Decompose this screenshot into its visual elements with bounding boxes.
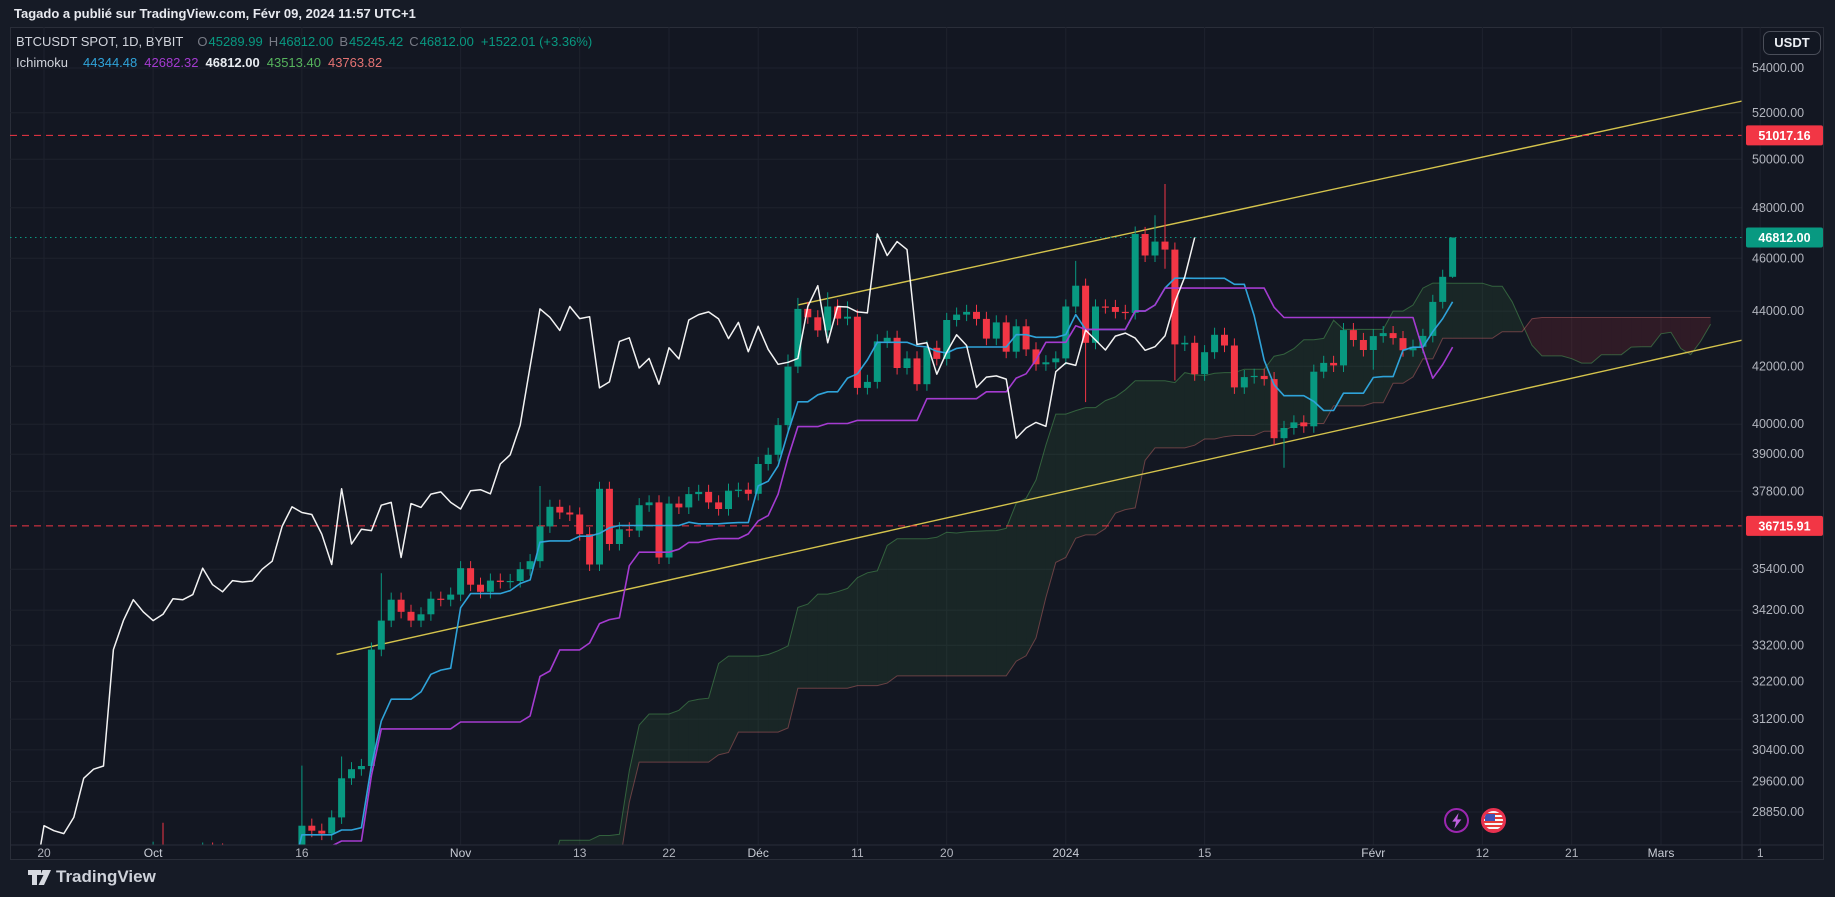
svg-text:50000.00: 50000.00 (1752, 152, 1804, 166)
lightning-event-icon[interactable] (1444, 808, 1469, 833)
svg-text:33200.00: 33200.00 (1752, 638, 1804, 652)
svg-text:35400.00: 35400.00 (1752, 562, 1804, 576)
svg-text:28850.00: 28850.00 (1752, 805, 1804, 819)
svg-text:32200.00: 32200.00 (1752, 675, 1804, 689)
svg-text:13: 13 (573, 846, 587, 860)
svg-text:15: 15 (1198, 846, 1212, 860)
time-scale[interactable] (10, 846, 1742, 860)
price-scale[interactable] (1753, 60, 1833, 845)
svg-text:21: 21 (1565, 846, 1579, 860)
close-value: 46812.00 (419, 34, 474, 49)
senkou-b-value: 43763.82 (327, 55, 383, 70)
svg-text:Oct: Oct (144, 846, 163, 860)
svg-text:46000.00: 46000.00 (1752, 251, 1804, 265)
svg-text:52000.00: 52000.00 (1752, 106, 1804, 120)
svg-text:39000.00: 39000.00 (1752, 447, 1804, 461)
publish-banner: Tagado a publié sur TradingView.com, Fév… (14, 3, 416, 25)
svg-text:11: 11 (851, 846, 864, 860)
svg-text:16: 16 (295, 846, 309, 860)
low-value: 45245.42 (349, 34, 404, 49)
symbol-title[interactable]: BTCUSDT SPOT, 1D, BYBIT (16, 34, 184, 49)
svg-text:31200.00: 31200.00 (1752, 712, 1804, 726)
tradingview-brand-text[interactable]: TradingView (56, 867, 156, 886)
chikou-value: 46812.00 (205, 55, 260, 70)
close-label: C (409, 34, 419, 49)
svg-text:22: 22 (662, 846, 676, 860)
svg-text:Nov: Nov (450, 846, 471, 860)
svg-text:48000.00: 48000.00 (1752, 201, 1804, 215)
svg-text:36715.91: 36715.91 (1758, 519, 1810, 533)
svg-text:Déc: Déc (748, 846, 769, 860)
svg-text:12: 12 (1476, 846, 1490, 860)
svg-text:42000.00: 42000.00 (1752, 359, 1804, 373)
kijun-value: 42682.32 (144, 55, 199, 70)
footer-bar: TradingView (0, 860, 1835, 897)
currency-toggle-button[interactable]: USDT (1763, 31, 1821, 55)
svg-text:51017.16: 51017.16 (1758, 129, 1810, 143)
svg-text:29600.00: 29600.00 (1752, 775, 1804, 789)
svg-text:44000.00: 44000.00 (1752, 304, 1804, 318)
svg-text:40000.00: 40000.00 (1752, 417, 1804, 431)
chart-widget (10, 27, 1824, 860)
svg-text:1: 1 (1757, 846, 1764, 860)
chart-legend: BTCUSDT SPOT, 1D, BYBIT O45289.99 H46812.0… (16, 31, 592, 73)
open-label: O (197, 34, 208, 49)
svg-text:30400.00: 30400.00 (1752, 743, 1804, 757)
flag-canton (1485, 814, 1495, 821)
publish-banner-text: Tagado a publié sur TradingView.com, Fév… (14, 6, 416, 21)
svg-text:20: 20 (940, 846, 954, 860)
svg-text:46812.00: 46812.00 (1758, 231, 1810, 245)
high-value: 46812.00 (279, 34, 334, 49)
indicator-title[interactable]: Ichimoku (16, 55, 69, 70)
open-value: 45289.99 (208, 34, 263, 49)
tenkan-value: 44344.48 (83, 55, 138, 70)
change-value: +1522.01 (+3.36%) (480, 34, 593, 49)
low-label: B (339, 34, 349, 49)
us-flag-event-icon[interactable] (1481, 808, 1506, 833)
ichimoku-legend-row: Ichimoku 44344.48 42682.32 46812.00 43513.40… (16, 52, 592, 73)
svg-text:2024: 2024 (1052, 846, 1079, 860)
high-label: H (268, 34, 279, 49)
svg-text:54000.00: 54000.00 (1752, 61, 1804, 75)
svg-text:Mars: Mars (1648, 846, 1675, 860)
svg-text:37800.00: 37800.00 (1752, 484, 1804, 498)
tradingview-logo-icon[interactable] (28, 868, 52, 890)
svg-text:20: 20 (37, 846, 51, 860)
symbol-legend-row: BTCUSDT SPOT, 1D, BYBIT O45289.99 H46812.0… (16, 31, 592, 52)
svg-text:34200.00: 34200.00 (1752, 603, 1804, 617)
svg-text:Févr: Févr (1361, 846, 1385, 860)
senkou-a-value: 43513.40 (266, 55, 321, 70)
lightning-bolt-glyph (1452, 813, 1462, 829)
